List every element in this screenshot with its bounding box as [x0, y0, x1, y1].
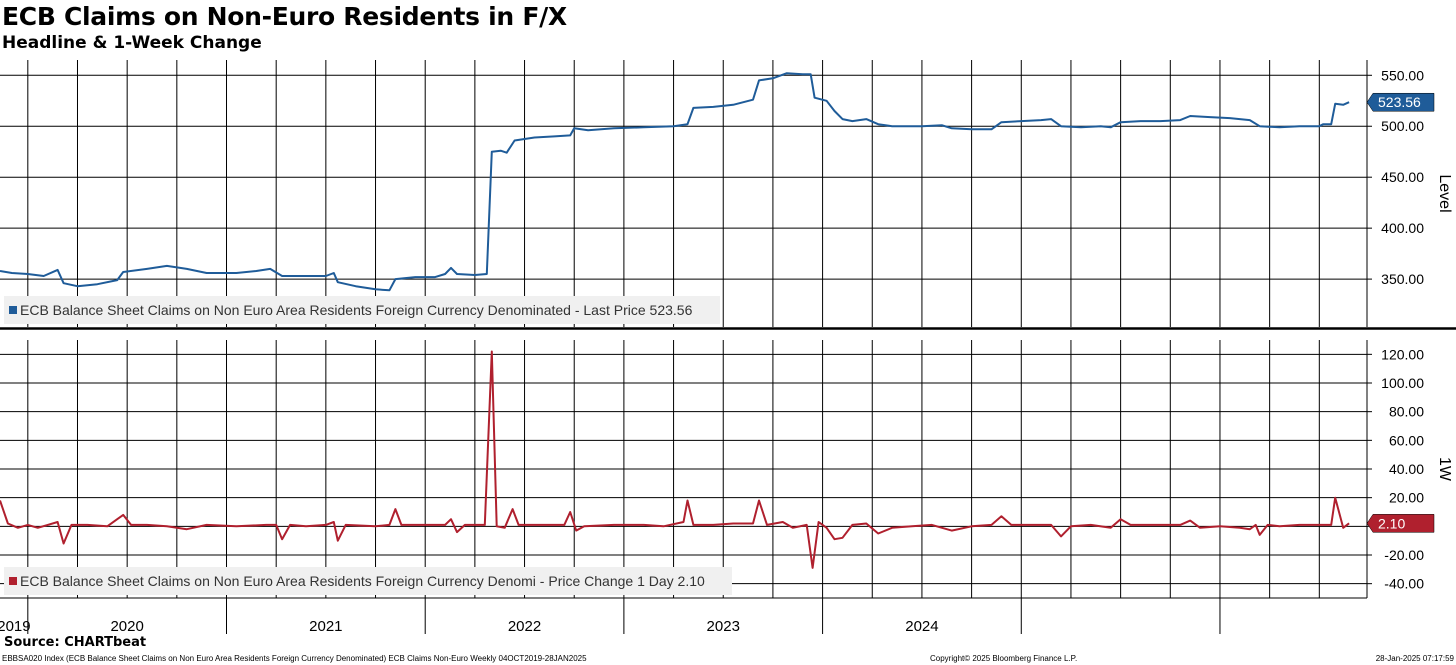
footer-copyright: Copyright© 2025 Bloomberg Finance L.P.	[930, 654, 1078, 663]
year-label-3: 2022	[508, 618, 541, 635]
change-tick-label-0: 120.00	[1381, 346, 1424, 362]
change-tick-label-1: 100.00	[1381, 375, 1424, 391]
level-axis-title: Level	[1436, 174, 1453, 212]
change-tick-label-8: -40.00	[1384, 576, 1424, 592]
change-tick-label-4: 40.00	[1389, 461, 1424, 477]
level-last-value-label: 523.56	[1378, 94, 1421, 110]
chart-subtitle: Headline & 1-Week Change	[2, 33, 262, 53]
level-legend-swatch	[9, 306, 17, 314]
change-tick-label-3: 60.00	[1389, 432, 1424, 448]
change-tick-label-7: -20.00	[1384, 547, 1424, 563]
change-legend-swatch	[9, 577, 17, 585]
change-tick-label-5: 20.00	[1389, 490, 1424, 506]
year-label-0: 2019	[0, 618, 31, 635]
level-tick-label-4: 350.00	[1381, 271, 1424, 287]
year-label-5: 2024	[905, 618, 938, 635]
year-label-1: 2020	[110, 618, 143, 635]
change-tick-label-2: 80.00	[1389, 404, 1424, 420]
change-legend-box	[4, 567, 732, 595]
change-last-value-label: 2.10	[1378, 515, 1405, 531]
level-legend-label: ECB Balance Sheet Claims on Non Euro Are…	[20, 302, 693, 318]
change-series-line	[0, 350, 1350, 569]
level-legend-box	[4, 296, 720, 324]
level-last-value-tag	[1366, 92, 1435, 112]
footer-timestamp: 28-Jan-2025 07:17:59	[1375, 654, 1454, 663]
level-tick-label-0: 550.00	[1381, 67, 1424, 83]
change-axis-title: 1W	[1436, 457, 1453, 482]
source-note: Source: CHARTbeat	[4, 635, 147, 650]
change-legend-label: ECB Balance Sheet Claims on Non Euro Are…	[20, 573, 705, 589]
level-tick-label-1: 500.00	[1381, 118, 1424, 134]
year-label-2: 2021	[309, 618, 342, 635]
level-series-line	[0, 72, 1350, 292]
level-tick-label-2: 450.00	[1381, 169, 1424, 185]
chart-title: ECB Claims on Non-Euro Residents in F/X	[2, 2, 567, 31]
footer-description: EBBSA020 Index (ECB Balance Sheet Claims…	[2, 654, 587, 663]
level-tick-label-3: 400.00	[1381, 220, 1424, 236]
change-last-value-tag	[1366, 514, 1435, 533]
year-label-4: 2023	[707, 618, 740, 635]
